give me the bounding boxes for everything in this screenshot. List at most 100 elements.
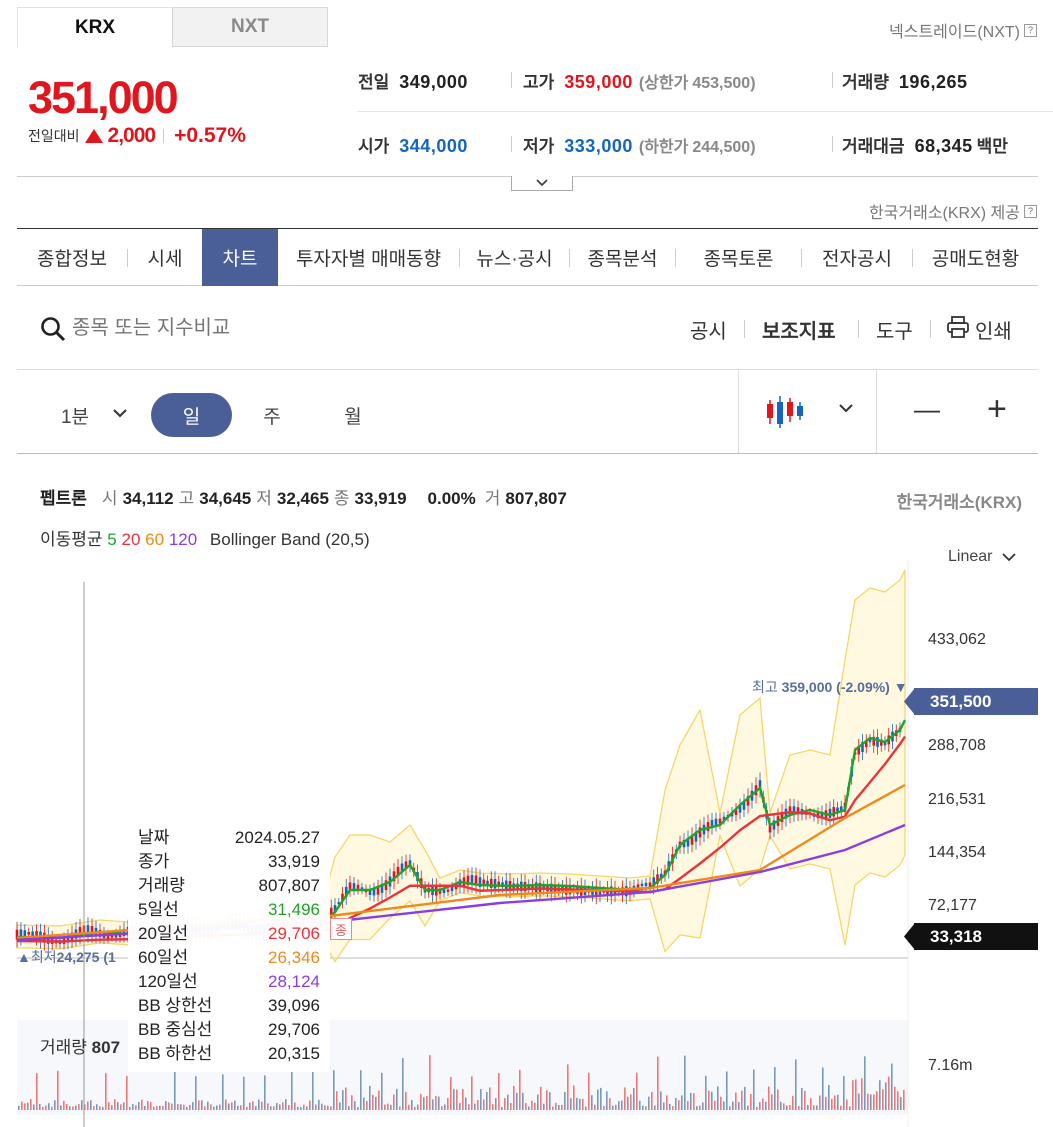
krx-link[interactable]: 한국거래소(KRX) 제공? (869, 199, 1037, 223)
tool-indicator[interactable]: 보조지표 (762, 321, 836, 343)
candle-body (27, 931, 31, 935)
ma120-legend[interactable]: 120 (168, 530, 198, 549)
tooltip-value: 29,706 (268, 1020, 320, 1039)
candle-body (839, 806, 843, 812)
tool-draw[interactable]: 도구 (876, 321, 913, 343)
expand-button[interactable] (511, 176, 573, 191)
candle-body (35, 931, 38, 939)
tab-nxt[interactable]: NXT (172, 7, 328, 47)
ma5-legend[interactable]: 5 (107, 530, 117, 549)
candle-body (686, 837, 690, 847)
bb-legend[interactable]: Bollinger Band (20,5) (209, 530, 370, 549)
tooltip-key: 120일선 (138, 972, 198, 991)
tooltip-key: BB 상한선 (138, 996, 213, 1015)
printer-icon[interactable] (946, 315, 970, 339)
volume-bar (750, 1094, 752, 1110)
candle-body (344, 886, 348, 897)
volume-bar (267, 1103, 269, 1110)
volume-bar (645, 1106, 647, 1110)
candlestick-icon[interactable] (766, 394, 804, 430)
candle-body (15, 929, 19, 940)
nxt-link[interactable]: 넥스트레이드(NXT)? (889, 18, 1037, 42)
chevron-down-icon[interactable] (838, 403, 854, 415)
tool-notice[interactable]: 공시 (690, 321, 727, 343)
y-tick: 144,354 (928, 844, 986, 861)
volume-bar (423, 1097, 425, 1110)
candle-body (489, 878, 493, 888)
candle-body (861, 742, 864, 753)
volume-bar (336, 1091, 338, 1110)
volume-bar (777, 1089, 779, 1110)
divider (163, 129, 165, 143)
volume-bar (510, 1102, 512, 1110)
volume-bar (552, 1106, 554, 1110)
low-marker-label: 최저 (30, 949, 57, 965)
volume-bar (702, 1102, 704, 1110)
nav-investor[interactable]: 투자자별 매매동향 (295, 249, 442, 270)
volume-bar (249, 1102, 251, 1110)
volume-bar (720, 1096, 722, 1110)
volume-bar (429, 1055, 431, 1110)
tooltip-key: BB 중심선 (138, 1020, 213, 1039)
tag-arrow (904, 923, 915, 950)
volume-bar (693, 1093, 695, 1110)
candle-body (768, 824, 772, 833)
volume-bar (78, 1104, 80, 1110)
volume-bar (39, 1103, 41, 1110)
volume-bar (744, 1086, 746, 1110)
volume-bar (747, 1105, 749, 1110)
period-week[interactable]: 주 (263, 406, 281, 428)
nav-analysis[interactable]: 종목분석 (587, 249, 658, 270)
volume-bar (846, 1099, 848, 1110)
compare-search-input[interactable] (72, 311, 372, 345)
stat-prev: 전일 349,000 (358, 68, 468, 93)
volume-bar (348, 1106, 350, 1110)
ma20-legend[interactable]: 20 (121, 530, 141, 549)
tool-print[interactable]: 인쇄 (975, 321, 1012, 343)
low-label: 저 (256, 489, 272, 508)
volume-bar (885, 1082, 887, 1110)
nav-short-selling[interactable]: 공매도현황 (931, 249, 1020, 270)
candle-body (497, 881, 501, 887)
volume-bar (21, 1101, 23, 1110)
volume-bar (474, 1103, 476, 1110)
search-icon[interactable] (40, 316, 66, 342)
zoom-in-button[interactable]: + (987, 390, 1007, 428)
nav-quote[interactable]: 시세 (147, 249, 183, 270)
volume-bar (546, 1090, 548, 1110)
up-triangle-icon: ▲ (17, 949, 31, 965)
tab-krx[interactable]: KRX (17, 7, 173, 47)
nav-chart[interactable]: 차트 (202, 229, 278, 286)
nav-overview[interactable]: 종합정보 (37, 249, 107, 270)
volume-bar (237, 1105, 239, 1110)
volume-bar (294, 1102, 296, 1110)
volume-bar (147, 1101, 149, 1110)
candle-body (694, 831, 698, 842)
y-tick: 72,177 (928, 897, 977, 914)
candle-body (758, 780, 762, 790)
help-icon: ? (1024, 204, 1037, 218)
volume-bar (585, 1106, 587, 1110)
candle-body (828, 808, 832, 818)
divider (17, 453, 1038, 454)
tooltip-key: 20일선 (138, 924, 189, 943)
scale-select[interactable]: Linear (948, 548, 1017, 566)
candle-body (876, 737, 879, 747)
period-minute[interactable]: 1분 (60, 406, 90, 428)
candle-body (466, 875, 470, 886)
period-day[interactable]: 일 (151, 393, 232, 437)
period-month[interactable]: 월 (344, 406, 362, 428)
zoom-out-button[interactable]: — (914, 394, 940, 424)
volume-bar (27, 1102, 29, 1110)
volume-bar (462, 1089, 464, 1110)
ma60-legend[interactable]: 60 (145, 530, 165, 549)
nav-disclosure[interactable]: 전자공시 (822, 249, 892, 270)
stat-high-label: 고가 (523, 73, 555, 92)
nav-forum[interactable]: 종목토론 (703, 249, 774, 270)
chevron-down-icon (1002, 553, 1017, 562)
cursor-price-tag: 33,318 (914, 923, 1038, 950)
volume-bar (705, 1075, 707, 1110)
chevron-down-icon[interactable] (112, 408, 128, 420)
nav-news[interactable]: 뉴스·공시 (476, 249, 553, 270)
volume-bar (156, 1106, 158, 1110)
